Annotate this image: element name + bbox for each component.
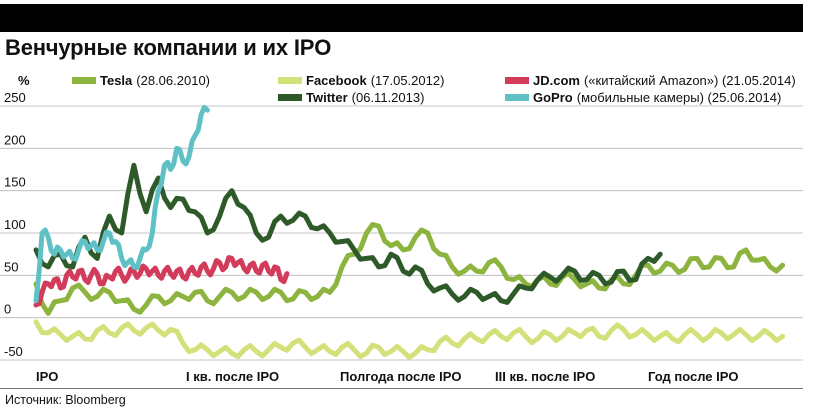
legend-name-tesla: Tesla: [100, 73, 133, 88]
bottom-divider: [0, 388, 803, 389]
legend-item-twitter: Twitter (06.11.2013): [278, 90, 424, 105]
header-bar: [0, 4, 803, 32]
x-tick-label: Полгода после IPO: [340, 369, 462, 384]
y-tick-label: 200: [4, 132, 26, 147]
legend-name-jd: JD.com: [533, 73, 580, 88]
legend-item-tesla: Tesla (28.06.2010): [72, 73, 210, 88]
series-line-gopro: [33, 104, 210, 304]
legend-name-facebook: Facebook: [306, 73, 367, 88]
chart-title: Венчурные компании и их IPO: [5, 35, 332, 60]
x-tick-label: Год после IPO: [648, 369, 739, 384]
y-axis-unit: %: [18, 73, 30, 88]
legend-date-jd: («китайский Amazon») (21.05.2014): [583, 73, 796, 88]
series-line-facebook: [33, 319, 786, 360]
legend-item-gopro: GoPro (мобильные камеры) (25.06.2014): [505, 90, 781, 105]
legend-item-jd: JD.com («китайский Amazon») (21.05.2014): [505, 73, 796, 88]
x-tick-label: IPO: [36, 369, 58, 384]
y-tick-label: 0: [4, 302, 11, 317]
x-tick-label: III кв. после IPO: [495, 369, 595, 384]
legend-name-twitter: Twitter: [306, 90, 348, 105]
source-note: Источник: Bloomberg: [5, 393, 126, 407]
legend-item-facebook: Facebook (17.05.2012): [278, 73, 444, 88]
y-tick-label: 250: [4, 90, 26, 105]
y-tick-label: 150: [4, 175, 26, 190]
y-tick-label: 50: [4, 259, 18, 274]
legend-swatch-twitter: [278, 94, 302, 101]
legend-date-tesla: (28.06.2010): [136, 73, 211, 88]
series-line-jdcom: [33, 255, 290, 308]
legend-date-gopro: (мобильные камеры) (25.06.2014): [576, 90, 782, 105]
legend-date-twitter: (06.11.2013): [351, 90, 425, 105]
legend-swatch-gopro: [505, 94, 529, 101]
legend-swatch-tesla: [72, 77, 96, 84]
legend-swatch-facebook: [278, 77, 302, 84]
series-line-twitter: [33, 162, 663, 305]
legend-swatch-jd: [505, 77, 529, 84]
series-line-tesla: [33, 222, 786, 316]
legend-date-facebook: (17.05.2012): [370, 73, 445, 88]
y-tick-label: -50: [4, 344, 23, 359]
x-tick-label: I кв. после IPO: [186, 369, 279, 384]
legend-name-gopro: GoPro: [533, 90, 573, 105]
y-tick-label: 100: [4, 217, 26, 232]
